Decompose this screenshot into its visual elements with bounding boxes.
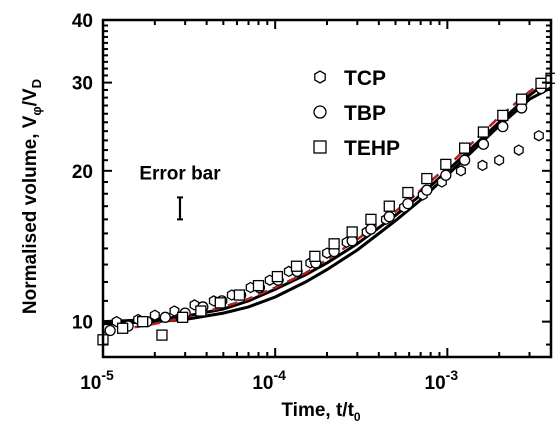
y-tick-label: 30 [72,74,93,95]
data-point-tehp [497,109,509,122]
data-point-tcp [455,165,466,177]
error-bar [176,196,183,221]
data-point-tbp [365,223,377,235]
data-point-tbp [104,324,116,337]
data-point-tbp [497,121,509,133]
y-tick-label: 10 [72,313,93,334]
data-point-tcp [477,159,488,172]
data-point-tehp [402,186,414,199]
legend-label-tbp: TBP [344,102,386,125]
data-point-tehp [214,297,226,309]
data-point-tbp [383,211,395,223]
data-point-tehp [195,305,207,317]
data-point-tbp [421,184,433,196]
y-tick-label: 20 [72,162,93,183]
data-point-tehp [176,311,189,323]
data-point-tcp [513,144,524,156]
data-point-tcp [169,305,180,317]
x-tick-label: 10-4 [252,367,286,394]
data-point-tehp [328,238,340,250]
data-point-tcp [533,129,544,142]
data-point-tehp [309,250,321,262]
data-point-tehp [421,172,433,185]
data-point-tehp [383,200,395,212]
y-axis-title-sub1: φ [29,106,44,115]
y-axis-title-main: Normalised volume, V [20,115,41,314]
data-point-tcp [149,309,160,321]
plot-frame [101,18,553,359]
x-tick-exponent: -3 [446,367,459,383]
fit-curve-2 [102,86,552,326]
y-tick-label: 40 [72,11,93,32]
ticks: 10-5 10-4 10-3 10 20 30 40 [72,11,552,394]
data-point-tehp [137,315,149,328]
x-tick-label: 10-3 [425,367,459,394]
x-axis-title-main: Time, t/t [281,400,354,421]
legend-label-tehp: TEHP [344,137,400,160]
data-point-tehp [156,329,168,341]
data-point-tehp [346,226,358,238]
data-point-tehp [458,142,471,154]
legend-label-tcp: TCP [344,67,386,90]
y-axis-title-mid: /V [20,88,41,106]
data-point-tbp [159,311,171,323]
x-tick-label: 10-5 [80,367,114,394]
data-point-tcp [494,154,505,166]
fit-curves [102,75,552,335]
x-axis-title: Time, t/t0 [281,400,361,421]
legend-marker-tehp [313,140,327,154]
error-bar-label: Error bar [139,163,221,184]
axes [101,18,553,359]
data-point-tehp [116,322,129,334]
data-point-tehp [271,270,284,283]
x-tick-exponent: -4 [274,367,287,383]
x-axis-title-sub: 0 [354,410,361,421]
data-point-tbp [440,169,452,181]
data-point-tehp [365,213,377,226]
data-point-tbp [402,197,414,210]
data-point-tehp [252,279,265,292]
y-axis-title-sub2: D [29,79,44,88]
data-points [97,72,555,346]
data-point-tehp [515,93,528,105]
data-point-tehp [290,260,303,272]
x-tick-exponent: -5 [101,367,114,383]
data-point-tehp [477,126,490,138]
legend: TCP TBP TEHP [313,67,400,160]
y-axis-title: Normalised volume, Vφ/VD [20,79,44,314]
data-point-tbp [477,138,490,150]
fit-curve-3 [102,75,552,335]
fit-curve-1 [102,77,552,324]
data-point-tehp [440,158,452,171]
data-point-tehp [233,289,246,301]
legend-marker-tcp [314,70,326,84]
data-point-tbp [458,154,471,166]
legend-marker-tbp [313,105,327,119]
